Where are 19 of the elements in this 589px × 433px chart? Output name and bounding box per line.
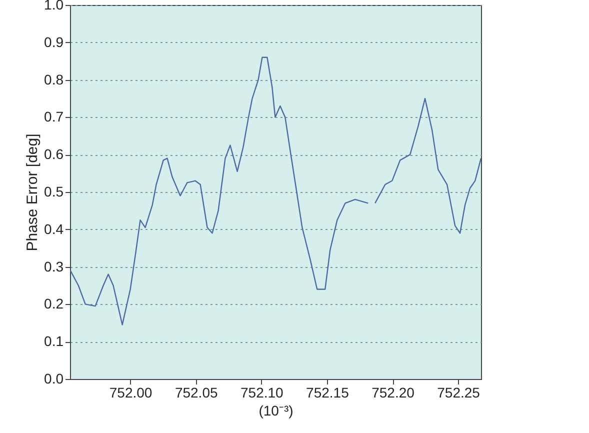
y-tick-label: 0.4 — [44, 220, 64, 237]
x-tick-label: 752.15 — [306, 384, 350, 400]
y-tick-label: 0.7 — [44, 108, 64, 125]
y-tick-label: 0.5 — [44, 184, 64, 200]
y-tick-label: 0.0 — [44, 370, 64, 386]
y-tick-label: 0.8 — [44, 71, 64, 88]
x-tick-label: 752.05 — [174, 384, 218, 400]
y-tick-label: 0.9 — [44, 34, 64, 50]
y-axis-title: Phase Error [deg] — [24, 134, 42, 252]
y-tick-label: 0.3 — [44, 258, 64, 274]
y-tick-label: 1.0 — [44, 0, 64, 12]
y-tick-label: 0.6 — [44, 146, 64, 162]
x-axis-title: (10⁻³) — [258, 402, 294, 418]
x-tick-label: 752.10 — [240, 384, 284, 400]
x-tick-label: 752.00 — [109, 384, 152, 400]
y-tick-label: 0.1 — [44, 333, 64, 350]
x-tick-label: 752.25 — [437, 384, 480, 400]
y-tick-label: 0.2 — [44, 296, 64, 312]
x-tick-label: 752.20 — [372, 384, 415, 400]
